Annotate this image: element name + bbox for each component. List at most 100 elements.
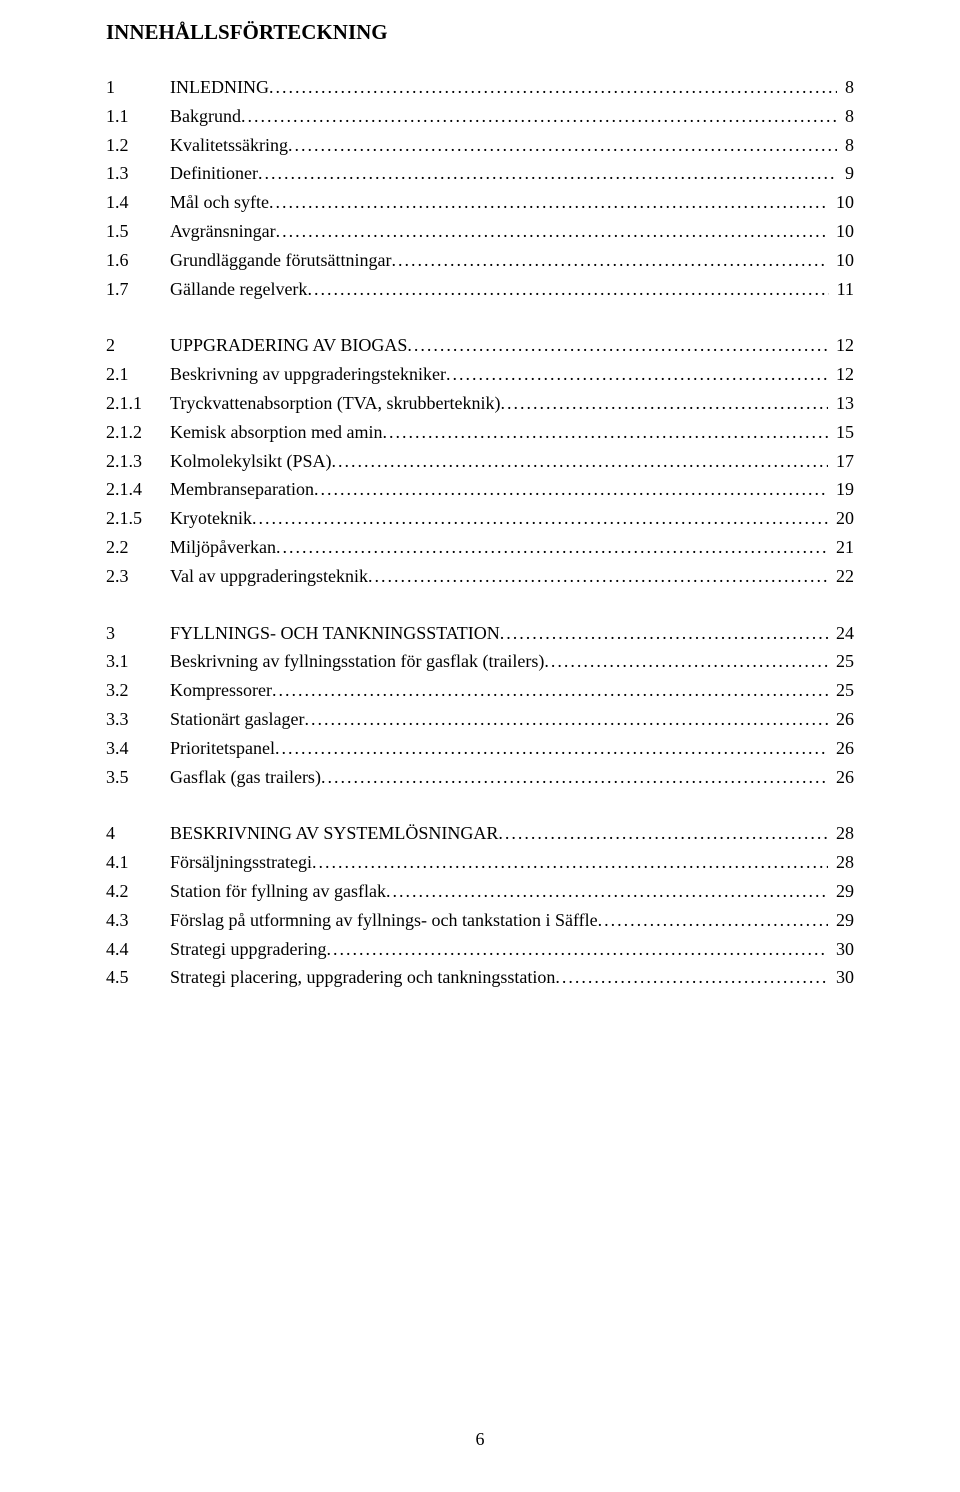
- toc-entry-page: 28: [832, 819, 854, 848]
- toc-row: 2UPPGRADERING AV BIOGAS12: [106, 331, 854, 360]
- toc-entry-number: 1.5: [106, 217, 170, 246]
- toc-entry-number: 2.1.1: [106, 389, 170, 418]
- toc-leader-dots: [258, 159, 837, 188]
- toc-entry-number: 2.1: [106, 360, 170, 389]
- toc-entry-page: 20: [832, 504, 854, 533]
- toc-entry-page: 30: [832, 935, 854, 964]
- toc-entry-page: 26: [832, 705, 854, 734]
- toc-entry-label: Kvalitetssäkring: [170, 131, 288, 160]
- toc-entry-number: 4.3: [106, 906, 170, 935]
- toc-leader-dots: [275, 734, 828, 763]
- toc-entry-label: Stationärt gaslager: [170, 705, 304, 734]
- toc-entry-label: INLEDNING: [170, 73, 269, 102]
- document-page: INNEHÅLLSFÖRTECKNING 1INLEDNING81.1Bakgr…: [0, 0, 960, 1492]
- toc-leader-dots: [288, 131, 837, 160]
- toc-entry-label: Membranseparation: [170, 475, 314, 504]
- toc-row: 1.7Gällande regelverk11: [106, 275, 854, 304]
- toc-entry-number: 3.1: [106, 647, 170, 676]
- toc-entry-page: 30: [832, 963, 854, 992]
- toc-row: 4.3Förslag på utformning av fyllnings- o…: [106, 906, 854, 935]
- toc-entry-number: 4.1: [106, 848, 170, 877]
- toc-entry-number: 4.4: [106, 935, 170, 964]
- toc-entry-label: Kolmolekylsikt (PSA): [170, 447, 332, 476]
- toc-entry-label: Försäljningsstrategi: [170, 848, 312, 877]
- toc-row: 1INLEDNING8: [106, 73, 854, 102]
- toc-entry-number: 3.3: [106, 705, 170, 734]
- toc-row: 2.2Miljöpåverkan 21: [106, 533, 854, 562]
- toc-leader-dots: [321, 763, 828, 792]
- toc-row: 2.1.1Tryckvattenabsorption (TVA, skrubbe…: [106, 389, 854, 418]
- toc-row: 1.6Grundläggande förutsättningar10: [106, 246, 854, 275]
- toc-entry-number: 1.2: [106, 131, 170, 160]
- toc-row: 1.4Mål och syfte10: [106, 188, 854, 217]
- toc-section-gap: [106, 303, 854, 331]
- toc-row: 2.1.2Kemisk absorption med amin15: [106, 418, 854, 447]
- toc-entry-label: Avgränsningar: [170, 217, 276, 246]
- toc-entry-number: 2.1.4: [106, 475, 170, 504]
- toc-leader-dots: [312, 848, 828, 877]
- toc-leader-dots: [276, 533, 828, 562]
- toc-leader-dots: [446, 360, 828, 389]
- toc-entry-page: 25: [832, 676, 854, 705]
- toc-leader-dots: [269, 73, 837, 102]
- toc-row: 3.4Prioritetspanel26: [106, 734, 854, 763]
- toc-row: 4BESKRIVNING AV SYSTEMLÖSNINGAR28: [106, 819, 854, 848]
- toc-row: 3FYLLNINGS- OCH TANKNINGSSTATION24: [106, 619, 854, 648]
- toc-entry-label: Grundläggande förutsättningar: [170, 246, 391, 275]
- toc-entry-label: Strategi placering, uppgradering och tan…: [170, 963, 555, 992]
- toc-entry-label: Miljöpåverkan: [170, 533, 276, 562]
- toc-entry-number: 2.2: [106, 533, 170, 562]
- toc-row: 1.1Bakgrund8: [106, 102, 854, 131]
- toc-leader-dots: [241, 102, 837, 131]
- toc-entry-label: Beskrivning av uppgraderingstekniker: [170, 360, 446, 389]
- toc-leader-dots: [498, 819, 828, 848]
- toc-entry-page: 28: [832, 848, 854, 877]
- toc-entry-label: Prioritetspanel: [170, 734, 275, 763]
- toc-entry-number: 1.3: [106, 159, 170, 188]
- toc-entry-label: Förslag på utformning av fyllnings- och …: [170, 906, 598, 935]
- toc-entry-number: 1.6: [106, 246, 170, 275]
- toc-leader-dots: [544, 647, 828, 676]
- toc-entry-label: Val av uppgraderingsteknik: [170, 562, 368, 591]
- toc-entry-label: FYLLNINGS- OCH TANKNINGSSTATION: [170, 619, 500, 648]
- toc-entry-label: Station för fyllning av gasflak: [170, 877, 386, 906]
- toc-leader-dots: [382, 418, 828, 447]
- toc-entry-label: Kompressorer: [170, 676, 272, 705]
- toc-entry-label: Tryckvattenabsorption (TVA, skrubbertekn…: [170, 389, 500, 418]
- toc-leader-dots: [314, 475, 828, 504]
- toc-leader-dots: [332, 447, 828, 476]
- toc-entry-page: 12: [832, 331, 854, 360]
- toc-row: 4.4Strategi uppgradering 30: [106, 935, 854, 964]
- toc-entry-page: 10: [832, 188, 854, 217]
- toc-row: 2.1.3Kolmolekylsikt (PSA)17: [106, 447, 854, 476]
- toc-entry-number: 1.7: [106, 275, 170, 304]
- toc-row: 2.1.5Kryoteknik20: [106, 504, 854, 533]
- toc-entry-page: 19: [832, 475, 854, 504]
- toc-row: 4.2Station för fyllning av gasflak29: [106, 877, 854, 906]
- toc-leader-dots: [500, 619, 828, 648]
- toc-entry-label: Kryoteknik: [170, 504, 252, 533]
- toc-entry-label: Bakgrund: [170, 102, 241, 131]
- toc-entry-number: 2.1.2: [106, 418, 170, 447]
- toc-entry-label: Gällande regelverk: [170, 275, 307, 304]
- toc-entry-number: 2.1.3: [106, 447, 170, 476]
- toc-leader-dots: [276, 217, 828, 246]
- toc-entry-number: 1.1: [106, 102, 170, 131]
- toc-list: 1INLEDNING81.1Bakgrund81.2Kvalitetssäkri…: [106, 73, 854, 992]
- page-number: 6: [0, 1429, 960, 1450]
- toc-entry-page: 25: [832, 647, 854, 676]
- toc-row: 1.3Definitioner9: [106, 159, 854, 188]
- toc-entry-number: 3: [106, 619, 170, 648]
- toc-entry-page: 29: [832, 877, 854, 906]
- toc-entry-page: 21: [832, 533, 854, 562]
- toc-entry-number: 3.5: [106, 763, 170, 792]
- toc-leader-dots: [598, 906, 828, 935]
- toc-row: 1.2Kvalitetssäkring 8: [106, 131, 854, 160]
- toc-entry-label: Gasflak (gas trailers): [170, 763, 321, 792]
- toc-entry-label: Strategi uppgradering: [170, 935, 326, 964]
- toc-entry-page: 8: [841, 131, 854, 160]
- toc-entry-number: 3.4: [106, 734, 170, 763]
- toc-entry-number: 4.5: [106, 963, 170, 992]
- toc-row: 2.1.4Membranseparation 19: [106, 475, 854, 504]
- toc-leader-dots: [391, 246, 828, 275]
